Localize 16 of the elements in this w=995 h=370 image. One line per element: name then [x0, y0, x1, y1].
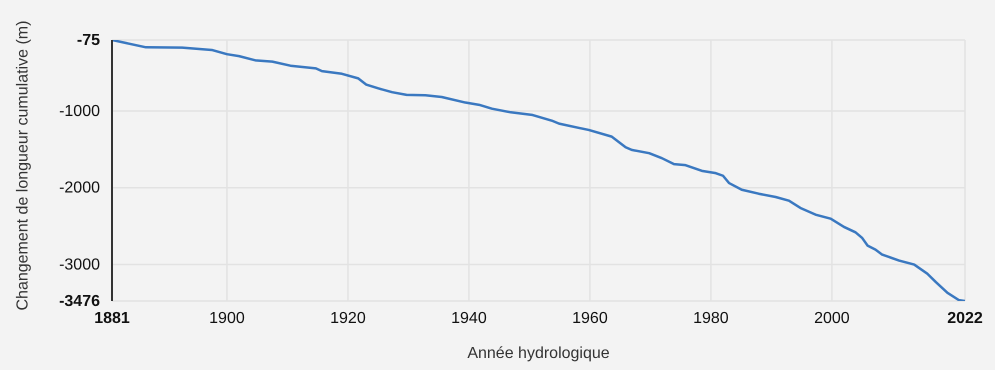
x-tick-label: 1881 — [94, 310, 130, 327]
line-series — [112, 40, 965, 301]
x-tick-label: 1920 — [330, 310, 366, 327]
y-tick-label: -3476 — [59, 293, 100, 310]
x-tick-label: 1940 — [451, 310, 487, 327]
y-axis-title: Changement de longueur cumulative (m) — [14, 20, 32, 310]
x-tick-label: 2000 — [814, 310, 850, 327]
x-tick-label: 2022 — [947, 310, 983, 327]
y-tick-label: -3000 — [59, 256, 100, 274]
y-tick-label: -1000 — [59, 102, 100, 120]
x-tick-label: 1980 — [693, 310, 729, 327]
x-tick-label: 1960 — [572, 310, 608, 327]
y-tick-label: -75 — [76, 32, 100, 49]
x-axis-title: Année hydrologique — [467, 345, 610, 362]
y-tick-label: -2000 — [59, 180, 100, 197]
x-tick-label: 1900 — [209, 310, 245, 327]
